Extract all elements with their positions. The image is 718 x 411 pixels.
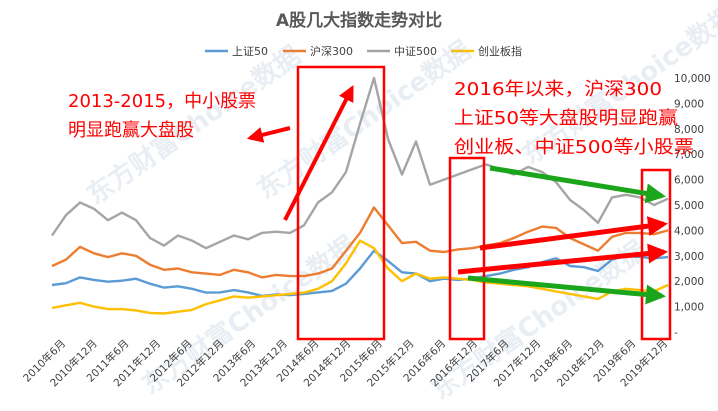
legend-item-zz500: 中证500 <box>367 45 437 58</box>
legend-label-zz500: 中证500 <box>394 45 437 58</box>
green-arrow-cyb <box>467 275 666 305</box>
annotation-right-line3: 创业板、中证500等小股票 <box>454 137 694 158</box>
y-tick-label: 4,000 <box>674 225 704 237</box>
y-axis: - 1,000 2,000 3,000 4,000 5,000 6,000 7,000 8,00… <box>674 73 711 339</box>
annotation-left-line2: 明显跑赢大盘股 <box>68 119 194 141</box>
legend-label-cyb: 创业板指 <box>478 44 522 58</box>
annotation-left-line1: 2013-2015，中小股票 <box>68 91 256 112</box>
green-arrow-zz500 <box>489 165 666 204</box>
highlight-box-2014-2015 <box>296 65 386 341</box>
y-tick-label: 8,000 <box>674 124 704 136</box>
x-axis: 2010年6月2010年12月2011年6月2011年12月2012年6月201… <box>20 337 670 389</box>
annotation-right-line2: 上证50等大盘股明显跑赢 <box>454 107 678 129</box>
y-tick-label: 6,000 <box>674 175 704 187</box>
y-tick-label: 9,000 <box>674 98 704 110</box>
y-tick-label: 1,000 <box>674 302 704 314</box>
red-arrow-sz50 <box>457 243 668 275</box>
chart-legend: 上证50 沪深300 中证500 创业板指 <box>205 44 522 58</box>
y-tick-label: 2,000 <box>674 276 704 288</box>
y-tick-label: - <box>674 327 678 339</box>
legend-label-hs300: 沪深300 <box>310 44 353 58</box>
y-tick-label: 5,000 <box>674 200 704 212</box>
legend-item-hs300: 沪深300 <box>283 44 353 58</box>
red-arrow-up <box>283 85 354 221</box>
red-arrow-hs300 <box>479 216 668 251</box>
y-tick-label: 10,000 <box>674 73 711 85</box>
annotations: 2013-2015，中小股票 明显跑赢大盘股 2016年以来，沪深300 上证5… <box>68 79 694 158</box>
arrows <box>246 85 668 305</box>
chart-title: A股几大指数走势对比 <box>276 10 442 31</box>
legend-item-cyb: 创业板指 <box>451 44 522 58</box>
legend-label-sz50: 上证50 <box>232 45 268 58</box>
red-arrow-left <box>246 126 291 143</box>
y-tick-label: 3,000 <box>674 251 704 263</box>
annotation-right-line1: 2016年以来，沪深300 <box>454 79 662 100</box>
series-line-2 <box>51 76 669 250</box>
series-line-3 <box>51 239 669 315</box>
y-tick-label: 7,000 <box>674 149 704 161</box>
highlight-boxes <box>296 65 672 341</box>
legend-item-sz50: 上证50 <box>205 45 268 58</box>
